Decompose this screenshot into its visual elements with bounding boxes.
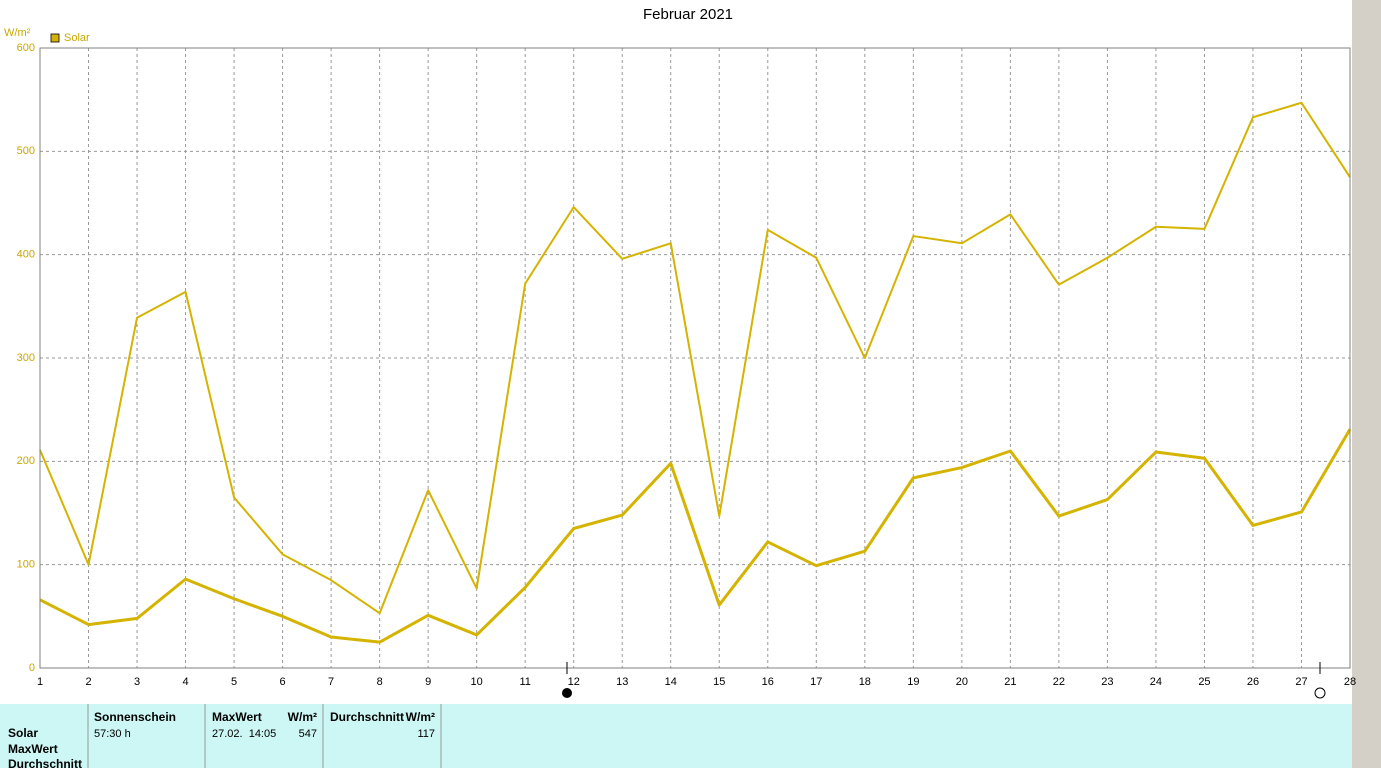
legend-label: Solar <box>64 32 90 44</box>
x-tick-label: 23 <box>1101 676 1113 688</box>
column-title: Durchschnitt <box>330 710 404 724</box>
data-line <box>39 428 1352 644</box>
x-tick-label: 27 <box>1295 676 1307 688</box>
new-moon <box>562 688 572 698</box>
y-tick-label: 400 <box>17 249 35 261</box>
x-tick-label: 1 <box>37 676 43 688</box>
x-tick-label: 7 <box>328 676 334 688</box>
x-tick-label: 16 <box>762 676 774 688</box>
data-line <box>39 101 1351 615</box>
x-tick-label: 2 <box>85 676 91 688</box>
x-tick-label: 8 <box>377 676 383 688</box>
x-tick-label: 20 <box>956 676 968 688</box>
x-tick-label: 9 <box>425 676 431 688</box>
x-tick-label: 11 <box>519 676 530 688</box>
summary-table <box>0 704 1352 768</box>
column-unit: W/m² <box>288 710 317 724</box>
x-tick-label: 26 <box>1247 676 1259 688</box>
cell: 57:30 h <box>94 728 131 740</box>
row-label: Solar <box>8 726 38 740</box>
x-tick-label: 14 <box>665 676 677 688</box>
x-tick-label: 17 <box>810 676 822 688</box>
x-tick-label: 3 <box>134 676 140 688</box>
cell: 117 <box>417 728 435 740</box>
x-tick-label: 10 <box>471 676 483 688</box>
x-tick-label: 19 <box>907 676 919 688</box>
y-tick-label: 100 <box>17 559 35 571</box>
x-tick-label: 21 <box>1004 676 1016 688</box>
column-unit: W/m² <box>406 710 435 724</box>
y-tick-label: 600 <box>17 42 35 54</box>
x-tick-label: 28 <box>1344 676 1356 688</box>
y-tick-label: 200 <box>17 455 35 467</box>
x-tick-label: 18 <box>859 676 871 688</box>
column-title: MaxWert <box>212 710 262 724</box>
x-tick-label: 6 <box>280 676 286 688</box>
side-window <box>1352 0 1381 768</box>
chart-title: Februar 2021 <box>643 6 733 23</box>
row-label: MaxWert <box>8 742 58 756</box>
cell: 27.02. 14:05 <box>212 728 276 740</box>
y-tick-label: 0 <box>29 662 35 674</box>
x-tick-label: 4 <box>182 676 188 688</box>
x-tick-label: 12 <box>568 676 580 688</box>
x-tick-label: 13 <box>616 676 628 688</box>
full-moon <box>1314 687 1326 699</box>
y-axis-label: W/m² <box>4 27 31 39</box>
legend-swatch <box>50 33 60 43</box>
x-tick-label: 25 <box>1198 676 1210 688</box>
cell: 547 <box>299 728 317 740</box>
y-tick-label: 500 <box>17 145 35 157</box>
x-tick-label: 24 <box>1150 676 1162 688</box>
y-tick-label: 300 <box>17 352 35 364</box>
x-tick-label: 15 <box>713 676 725 688</box>
x-tick-label: 22 <box>1053 676 1065 688</box>
column-title: Sonnenschein <box>94 710 176 724</box>
row-label: Durchschnitt <box>8 757 82 768</box>
x-tick-label: 5 <box>231 676 237 688</box>
plot-frame <box>39 47 1351 669</box>
